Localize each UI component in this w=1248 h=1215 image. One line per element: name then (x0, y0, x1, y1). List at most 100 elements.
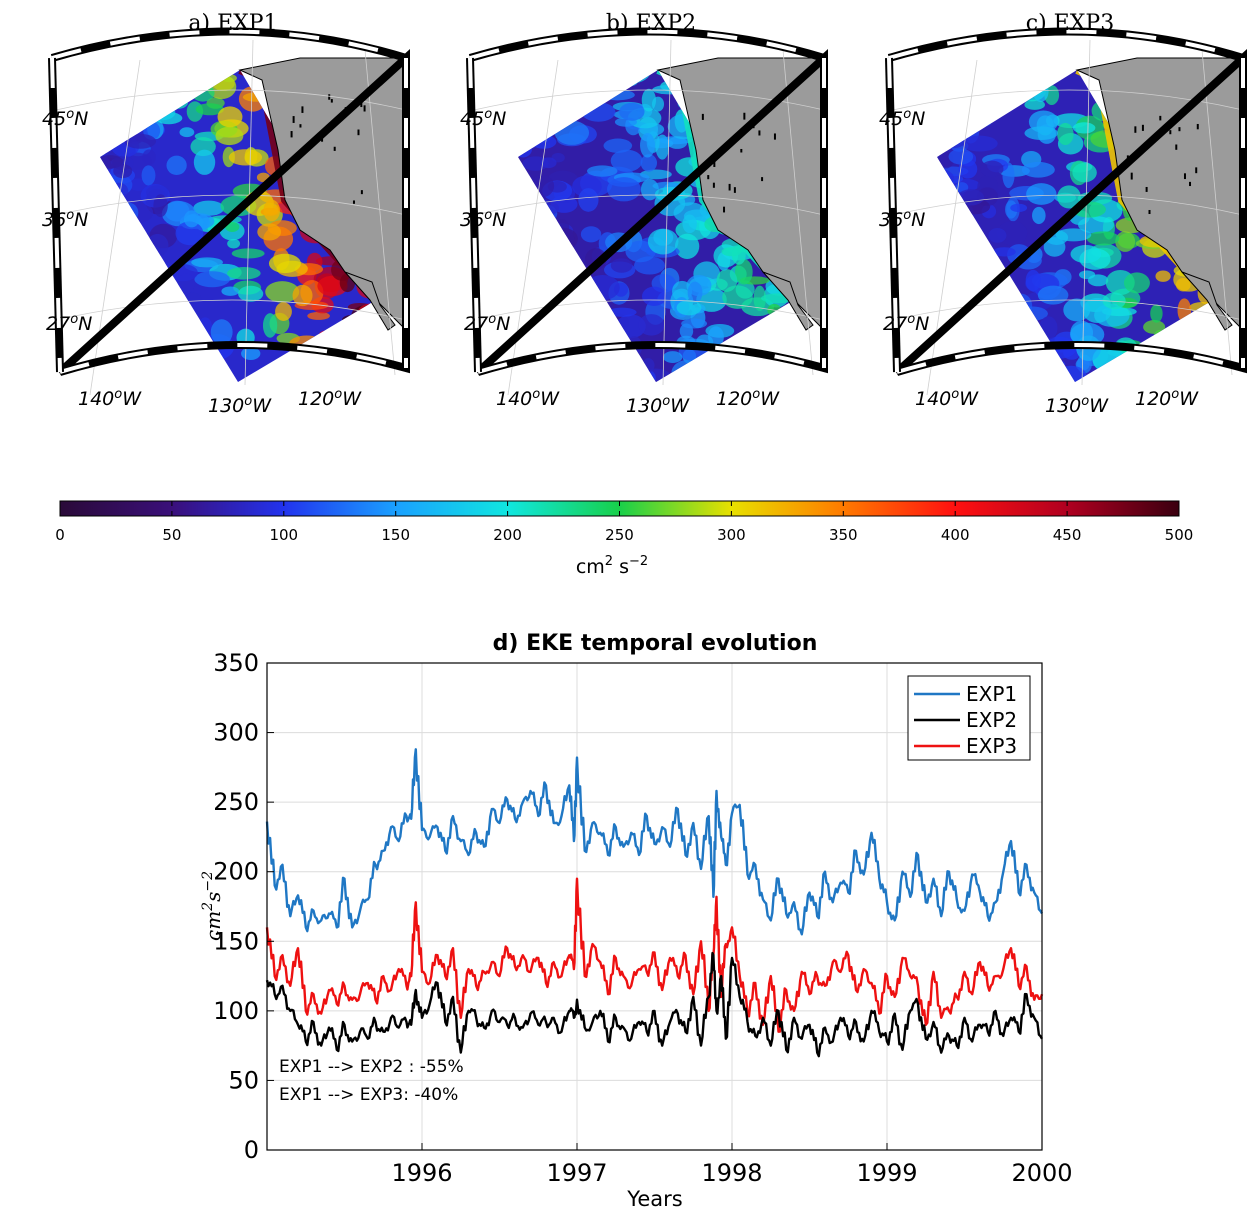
eke-blob (578, 188, 599, 212)
y-tick-label: 250 (213, 788, 259, 816)
eke-blob (735, 280, 755, 299)
map-panel: c) EXP3 45oN 36oN 27oN 140oW 130oW 120oW (879, 11, 1247, 417)
map-frame-bottom-dash (59, 342, 407, 374)
eke-blob (183, 210, 200, 228)
meridian-line (364, 49, 396, 376)
eke-blob (753, 285, 766, 312)
map-frame-left-dash (887, 57, 899, 373)
eke-blob (687, 281, 703, 304)
y-axis-label: cm2s−2 (200, 871, 225, 941)
eke-blob (638, 314, 665, 336)
chart-series (265, 748, 1044, 1058)
eke-blob (193, 200, 225, 216)
eke-blob (228, 149, 263, 166)
eke-blob (141, 165, 156, 186)
eke-blob (222, 146, 235, 168)
lat-label: 27oN (46, 312, 92, 335)
lake-mark (333, 146, 336, 151)
lake-mark (1145, 186, 1148, 192)
eke-blob (586, 165, 618, 177)
eke-blob (262, 313, 278, 338)
lat-label: 36oN (879, 208, 925, 231)
eke-blob (1037, 285, 1069, 305)
eke-blob (1040, 359, 1066, 369)
x-tick-label: 1999 (856, 1159, 917, 1187)
eke-blob (1155, 270, 1171, 282)
baja-peninsula (762, 271, 814, 331)
eke-blob (217, 106, 243, 128)
map-frame-bottom-dash (477, 342, 825, 374)
parallel-line (55, 194, 407, 216)
x-tick-label: 1996 (391, 1159, 452, 1187)
lake-mark (723, 206, 726, 213)
eke-blob (305, 355, 326, 366)
lake-mark (1148, 209, 1151, 215)
lake-mark (352, 200, 355, 204)
series-line-exp1 (265, 748, 1044, 936)
eke-blob (1102, 292, 1126, 310)
lake-mark (290, 131, 293, 138)
meridian-line (1201, 49, 1233, 376)
eke-blob (210, 319, 233, 345)
eke-blob (145, 361, 174, 380)
lat-label: 45oN (460, 107, 506, 130)
eke-blob (191, 356, 213, 378)
chart-title: d) EKE temporal evolution (493, 631, 818, 656)
eke-blob (530, 361, 548, 382)
colorbar-ticks: 0 50 100 150 200 250 300 350 400 450 500 (55, 501, 1193, 544)
x-tick-label: 2000 (1011, 1159, 1072, 1187)
x-tick-labels: 1996 1997 1998 1999 2000 (391, 1143, 1073, 1187)
eke-blob (162, 358, 186, 382)
lon-label: 140oW (915, 387, 979, 410)
lake-mark (1159, 115, 1162, 121)
eke-blob (616, 349, 637, 372)
map-title: a) EXP1 (188, 11, 277, 36)
colorbar-tick-label: 400 (941, 526, 970, 544)
y-tick-label: 100 (213, 997, 259, 1025)
eke-blob (195, 103, 224, 116)
map-title: c) EXP3 (1026, 11, 1114, 36)
eke-blob (1079, 270, 1096, 280)
eke-blob (268, 253, 301, 274)
map-frame-top-dash (888, 29, 1244, 60)
eke-blob (153, 194, 168, 218)
eke-blob (673, 202, 707, 224)
lake-mark (707, 175, 710, 180)
eke-blob (1026, 183, 1057, 205)
eke-blob (610, 258, 633, 273)
plot-frame (266, 662, 1043, 1151)
eke-blob (1024, 99, 1045, 110)
eke-blob (642, 358, 655, 373)
colorbar-tick-label: 100 (269, 526, 298, 544)
eke-blob (1086, 231, 1120, 246)
eke-blob (1043, 237, 1066, 257)
map-frame-top-dash (51, 29, 407, 60)
lake-mark (328, 94, 331, 100)
eke-blob (175, 221, 204, 246)
eke-blob (194, 271, 230, 288)
y-tick-label: 150 (213, 927, 259, 955)
lat-label: 36oN (42, 208, 88, 231)
eke-blob (275, 302, 292, 321)
eke-blob (1025, 269, 1041, 292)
eke-blob (1070, 245, 1102, 264)
eke-blob (334, 356, 349, 373)
eke-line-chart: d) EKE temporal evolution 1996 1997 1998 19… (200, 631, 1073, 1211)
eke-blob (227, 238, 241, 249)
series-line-exp3 (265, 877, 1044, 1033)
x-tick-label: 1997 (546, 1159, 607, 1187)
eke-blob (527, 361, 554, 382)
eke-blob (681, 318, 708, 329)
eke-blob (682, 214, 697, 234)
lon-label: 120oW (716, 387, 780, 410)
lon-label: 120oW (298, 387, 362, 410)
lake-mark (740, 148, 743, 153)
meridian-line (244, 39, 254, 386)
eke-blob (961, 135, 998, 152)
lat-label: 36oN (460, 208, 506, 231)
eke-blob (292, 284, 313, 307)
lake-mark (1195, 167, 1198, 174)
lake-mark (1169, 130, 1172, 135)
